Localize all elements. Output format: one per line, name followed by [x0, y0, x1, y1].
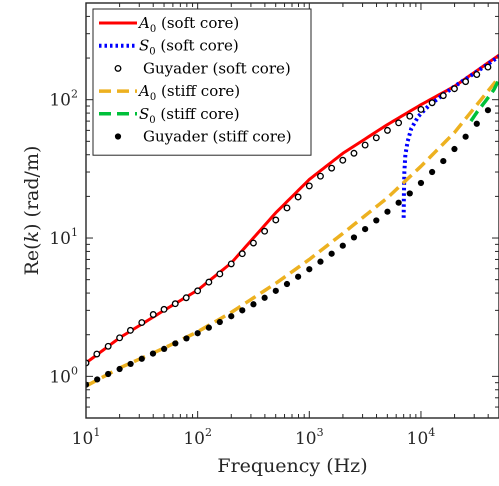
y-tick-label: 101 — [49, 226, 78, 249]
data-point-5 — [417, 179, 425, 187]
y-tick-label: 102 — [49, 88, 78, 111]
data-point-5 — [228, 313, 235, 320]
data-point-5 — [138, 355, 145, 362]
data-point-2 — [238, 250, 246, 258]
data-point-2 — [439, 92, 447, 100]
data-point-2 — [272, 216, 280, 224]
series-line-4 — [469, 78, 499, 123]
data-point-5 — [473, 120, 480, 127]
legend-label-2: Guyader (soft core) — [143, 59, 291, 77]
data-point-5 — [149, 350, 157, 357]
legend-label-4: S0 (stiff core) — [139, 105, 240, 126]
x-tick-label: 103 — [295, 426, 324, 449]
data-point-5 — [86, 381, 90, 388]
x-tick-label: 104 — [407, 426, 436, 449]
data-point-5 — [295, 273, 302, 280]
data-point-5 — [451, 145, 458, 153]
data-point-5 — [384, 208, 391, 215]
data-point-5 — [362, 226, 369, 233]
data-point-5 — [306, 266, 313, 273]
legend-label-5: Guyader (stiff core) — [143, 128, 292, 146]
data-point-2 — [473, 71, 481, 78]
data-point-5 — [317, 258, 324, 265]
legend-label-1: S0 (soft core) — [139, 37, 239, 58]
data-point-5 — [261, 294, 268, 301]
data-point-2 — [116, 334, 124, 342]
data-point-2 — [451, 85, 458, 93]
data-point-5 — [116, 365, 123, 373]
data-point-2 — [227, 260, 235, 268]
data-point-5 — [339, 242, 346, 249]
data-point-2 — [350, 149, 358, 157]
data-point-5 — [373, 217, 380, 224]
legend-label-3: A0 (stiff core) — [137, 82, 240, 103]
data-point-5 — [94, 376, 101, 383]
data-point-5 — [250, 301, 257, 308]
data-point-5 — [183, 335, 190, 342]
data-point-2 — [194, 287, 202, 295]
axes-box — [85, 2, 499, 419]
x-tick-label: 102 — [183, 426, 212, 449]
series-line-3 — [86, 76, 499, 388]
data-point-2 — [283, 204, 291, 212]
series-layer — [86, 53, 499, 388]
data-point-5 — [328, 250, 335, 257]
data-point-5 — [429, 168, 436, 176]
data-point-2 — [249, 239, 257, 247]
data-point-5 — [216, 318, 223, 326]
data-point-5 — [440, 157, 447, 165]
data-point-2 — [361, 141, 369, 149]
data-point-2 — [104, 342, 112, 350]
data-point-2 — [149, 311, 157, 318]
data-point-2 — [93, 350, 101, 358]
legend-box — [92, 8, 312, 156]
data-point-5 — [127, 360, 134, 368]
data-point-5 — [194, 330, 201, 337]
data-point-2 — [317, 172, 324, 180]
data-point-5 — [283, 280, 291, 288]
data-point-2 — [261, 227, 269, 235]
data-point-2 — [305, 182, 313, 190]
data-point-5 — [406, 190, 413, 197]
data-point-2 — [171, 300, 179, 308]
data-point-2 — [216, 270, 224, 278]
data-point-2 — [484, 63, 492, 71]
legend: A0 (soft core)S0 (soft core)Guyader (sof… — [92, 8, 312, 156]
data-point-2 — [182, 294, 190, 302]
data-point-2 — [328, 164, 336, 172]
y-axis-label: Re(k) (rad/m) — [21, 146, 43, 276]
data-point-5 — [462, 133, 469, 140]
data-point-5 — [172, 340, 179, 347]
data-point-5 — [205, 324, 212, 331]
data-point-5 — [272, 287, 279, 294]
legend-label-0: A0 (soft core) — [137, 14, 239, 35]
data-point-2 — [417, 105, 425, 113]
data-point-2 — [384, 126, 391, 134]
data-point-5 — [484, 107, 492, 114]
data-point-2 — [339, 156, 347, 164]
data-point-5 — [105, 370, 112, 378]
data-point-2 — [205, 278, 213, 286]
data-point-5 — [161, 345, 168, 352]
x-axis-label: Frequency (Hz) — [217, 455, 367, 477]
tick-labels: 101 102 103 104 100 101 102 — [49, 88, 435, 449]
data-point-2 — [138, 319, 146, 326]
legend-swatch-5 — [114, 133, 122, 140]
data-point-2 — [395, 119, 403, 127]
data-point-2 — [126, 326, 134, 334]
data-point-2 — [462, 78, 470, 86]
y-tick-label: 100 — [49, 364, 78, 387]
data-point-2 — [372, 134, 380, 142]
data-point-5 — [395, 199, 402, 206]
data-point-5 — [350, 234, 358, 241]
data-point-2 — [406, 112, 414, 120]
data-point-5 — [239, 307, 246, 314]
data-point-2 — [294, 193, 302, 201]
series-line-1 — [401, 54, 499, 219]
data-point-2 — [428, 99, 436, 107]
x-tick-label: 101 — [72, 426, 101, 449]
legend-swatch-2 — [114, 64, 122, 72]
data-point-2 — [160, 305, 168, 313]
